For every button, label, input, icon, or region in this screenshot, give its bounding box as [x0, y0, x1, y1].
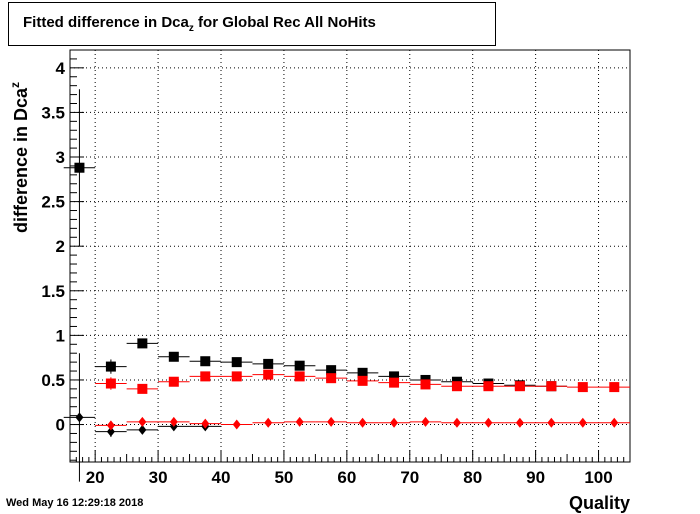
y-axis-title: difference in Dcaz	[8, 82, 31, 233]
data-point-square	[263, 358, 274, 369]
x-tick-label: 90	[526, 468, 545, 487]
data-point-square	[609, 382, 620, 393]
data-point-diamond	[610, 417, 619, 428]
x-tick-label: 70	[400, 468, 419, 487]
data-point-diamond	[484, 417, 493, 428]
data-point-diamond	[327, 416, 336, 427]
data-point-square	[420, 379, 431, 390]
data-point-diamond	[75, 412, 84, 423]
data-point-square	[326, 365, 337, 376]
chart-title-prefix: Fitted difference in Dca	[23, 14, 189, 31]
data-point-square	[168, 376, 179, 387]
data-point-square	[357, 375, 368, 386]
x-tick-label: 50	[274, 468, 293, 487]
data-point-diamond	[201, 418, 210, 429]
data-point-diamond	[358, 417, 367, 428]
data-point-square	[357, 367, 368, 378]
axes: 20 30 40 50 60 70 80 90 100 0 0.5 1 1.5 2 2.5 3 3.5 4	[41, 49, 631, 487]
timestamp: Wed May 16 12:29:18 2018	[6, 497, 144, 509]
data-point-diamond	[232, 419, 241, 430]
y-tick-label: 2	[56, 237, 65, 256]
chart-title-box: Fitted difference in Dcaz for Global Rec…	[8, 2, 496, 46]
data-point-diamond	[452, 417, 461, 428]
data-point-square	[451, 381, 462, 392]
data-point-square	[389, 371, 400, 382]
data-point-diamond	[390, 417, 399, 428]
y-tick-label: 0	[56, 416, 65, 435]
data-point-square	[200, 356, 211, 367]
data-point-square	[105, 378, 116, 389]
data-point-square	[74, 162, 85, 173]
data-point-square	[168, 351, 179, 362]
y-tick-label: 2.5	[41, 193, 65, 212]
data-point-square	[577, 382, 588, 393]
x-axis-title: Quality	[569, 493, 630, 513]
data-point-square	[389, 377, 400, 388]
x-tick-label: 30	[149, 468, 168, 487]
data-point-diamond	[138, 424, 147, 435]
data-point-square	[105, 361, 116, 372]
grid	[70, 50, 630, 462]
data-point-square	[263, 369, 274, 380]
data-point-square	[137, 338, 148, 349]
data-point-square	[294, 371, 305, 382]
x-tick-label: 20	[86, 468, 105, 487]
data-point-diamond	[295, 416, 304, 427]
x-tick-label: 80	[463, 468, 482, 487]
y-tick-label: 0.5	[41, 371, 65, 390]
data-point-diamond	[138, 416, 147, 427]
y-tick-label: 4	[56, 59, 66, 78]
data-point-square	[294, 360, 305, 371]
y-axis-title-subscript: z	[8, 82, 22, 88]
data-point-square	[231, 371, 242, 382]
data-point-diamond	[106, 420, 115, 431]
y-tick-label: 1	[56, 326, 65, 345]
data-point-square	[483, 381, 494, 392]
data-point-diamond	[264, 417, 273, 428]
data-point-square	[546, 381, 557, 392]
data-point-diamond	[547, 417, 556, 428]
data-point-square	[137, 383, 148, 394]
data-point-square	[200, 371, 211, 382]
data-point-diamond	[106, 426, 115, 437]
chart-title-suffix: for Global Rec All NoHits	[193, 14, 376, 31]
data-layer	[63, 89, 630, 482]
data-point-square	[326, 373, 337, 384]
data-point-square	[231, 357, 242, 368]
data-point-diamond	[515, 417, 524, 428]
data-point-square	[514, 381, 525, 392]
x-tick-label: 60	[337, 468, 356, 487]
y-axis-title-main: difference in Dca	[11, 87, 31, 233]
y-tick-label: 1.5	[41, 282, 65, 301]
chart-title: Fitted difference in Dcaz for Global Rec…	[23, 14, 376, 34]
y-tick-label: 3	[56, 148, 65, 167]
plot-frame	[69, 49, 631, 463]
data-point-diamond	[421, 416, 430, 427]
x-tick-label: 100	[584, 468, 612, 487]
y-tick-label: 3.5	[41, 103, 65, 122]
chart-title-subscript: z	[188, 23, 194, 34]
data-point-diamond	[578, 417, 587, 428]
data-point-diamond	[169, 416, 178, 427]
x-tick-label: 40	[212, 468, 231, 487]
